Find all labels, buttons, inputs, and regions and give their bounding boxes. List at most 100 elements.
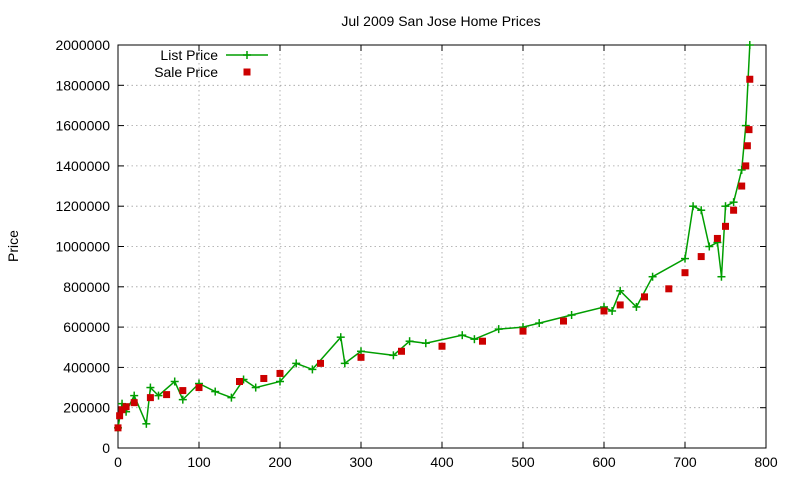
x-tick-label: 200 — [268, 454, 292, 470]
sale-price-point — [479, 337, 486, 345]
sale-price-point — [122, 403, 130, 411]
sale-price-point — [114, 424, 122, 432]
list-price-point — [170, 377, 179, 386]
list-price-point — [697, 206, 706, 215]
legend-label-list-price: List Price — [160, 47, 218, 63]
sale-price-point — [742, 162, 750, 170]
list-price-point — [421, 339, 430, 348]
list-price-point — [470, 335, 479, 344]
axis-ticks: 0 100 200 300 400 500 600 700 800 0 200000 400000 60… — [55, 37, 777, 470]
list-price-point — [608, 306, 617, 315]
x-tick-label: 600 — [592, 454, 616, 470]
list-price-point — [632, 302, 641, 311]
x-tick-label: 0 — [114, 454, 122, 470]
grid-lines — [118, 45, 766, 448]
y-tick-label: 1200000 — [55, 198, 110, 214]
sale-price-point — [697, 253, 705, 261]
sale-price-point — [519, 327, 527, 335]
legend: List Price Sale Price — [154, 47, 268, 80]
x-tick-label: 400 — [430, 454, 454, 470]
list-price-point — [648, 272, 657, 281]
list-price-point — [154, 391, 163, 400]
sale-price-point — [722, 222, 729, 230]
list-price-point — [276, 377, 284, 386]
series-sale-price — [114, 75, 754, 432]
list-price-point — [721, 202, 730, 211]
y-axis-title: Price — [5, 230, 21, 262]
list-price-point — [494, 325, 503, 334]
sale-price-point — [681, 269, 689, 277]
x-tick-label: 800 — [754, 454, 778, 470]
y-tick-label: 1000000 — [55, 239, 110, 255]
list-price-point — [681, 254, 689, 263]
y-tick-label: 2000000 — [55, 37, 110, 53]
y-tick-label: 600000 — [63, 319, 110, 335]
sale-price-point — [317, 359, 324, 367]
x-tick-label: 500 — [511, 454, 535, 470]
list-price-point — [251, 383, 260, 392]
sale-price-point — [130, 399, 138, 407]
sale-price-point — [398, 347, 405, 355]
sale-price-point — [746, 75, 754, 83]
y-tick-label: 200000 — [63, 400, 110, 416]
sale-price-point — [713, 234, 721, 242]
sale-price-point — [146, 394, 154, 402]
sale-price-point — [116, 412, 124, 420]
legend-square-marker — [243, 68, 251, 76]
x-tick-label: 100 — [187, 454, 211, 470]
sale-price-point — [745, 126, 753, 134]
sale-price-point — [738, 182, 746, 190]
chart-title: Jul 2009 San Jose Home Prices — [341, 13, 540, 29]
sale-price-point — [665, 285, 673, 293]
list-price-point — [389, 351, 398, 360]
x-tick-label: 700 — [673, 454, 697, 470]
sale-price-point — [260, 374, 268, 382]
sale-price-point — [236, 378, 243, 386]
legend-plus-marker — [243, 51, 251, 59]
series-list-price — [114, 41, 754, 432]
sale-price-point — [195, 384, 203, 392]
list-price-point — [567, 311, 576, 320]
sale-price-point — [600, 307, 608, 315]
sale-price-point — [438, 342, 446, 350]
list-price-point — [336, 333, 345, 342]
list-price-point — [142, 419, 151, 428]
list-price-point — [292, 359, 301, 368]
legend-swatch-list-price — [226, 51, 268, 59]
list-price-point — [227, 393, 236, 402]
y-tick-label: 0 — [102, 440, 110, 456]
sale-price-point — [730, 206, 738, 214]
list-price-point — [211, 387, 220, 396]
list-price-point — [737, 165, 746, 174]
list-price-point — [745, 41, 754, 49]
legend-label-sale-price: Sale Price — [154, 64, 218, 80]
list-price-point — [340, 359, 349, 368]
y-tick-label: 1400000 — [55, 158, 110, 174]
list-price-point — [705, 242, 714, 251]
list-price-point — [616, 286, 625, 295]
x-tick-label: 300 — [349, 454, 373, 470]
sale-price-point — [743, 142, 751, 150]
list-price-point — [178, 395, 187, 404]
list-price-point — [458, 331, 467, 340]
list-price-point — [146, 383, 155, 392]
sale-price-point — [560, 317, 567, 325]
sale-price-point — [616, 301, 624, 309]
y-tick-label: 1800000 — [55, 77, 110, 93]
sale-price-point — [179, 387, 187, 395]
list-price-point — [689, 202, 698, 211]
list-price-point — [535, 319, 544, 328]
list-price-point — [405, 337, 414, 346]
list-price-point — [717, 272, 726, 281]
y-tick-label: 1600000 — [55, 118, 110, 134]
legend-swatch-sale-price — [243, 68, 251, 76]
sale-price-point — [276, 369, 284, 377]
sale-price-point — [118, 406, 126, 414]
sale-price-point — [641, 293, 648, 301]
sale-price-point — [163, 391, 171, 399]
list-price-point — [729, 198, 738, 207]
list-price-point — [130, 391, 139, 400]
list-price-point — [308, 365, 317, 374]
y-tick-label: 400000 — [63, 359, 110, 375]
